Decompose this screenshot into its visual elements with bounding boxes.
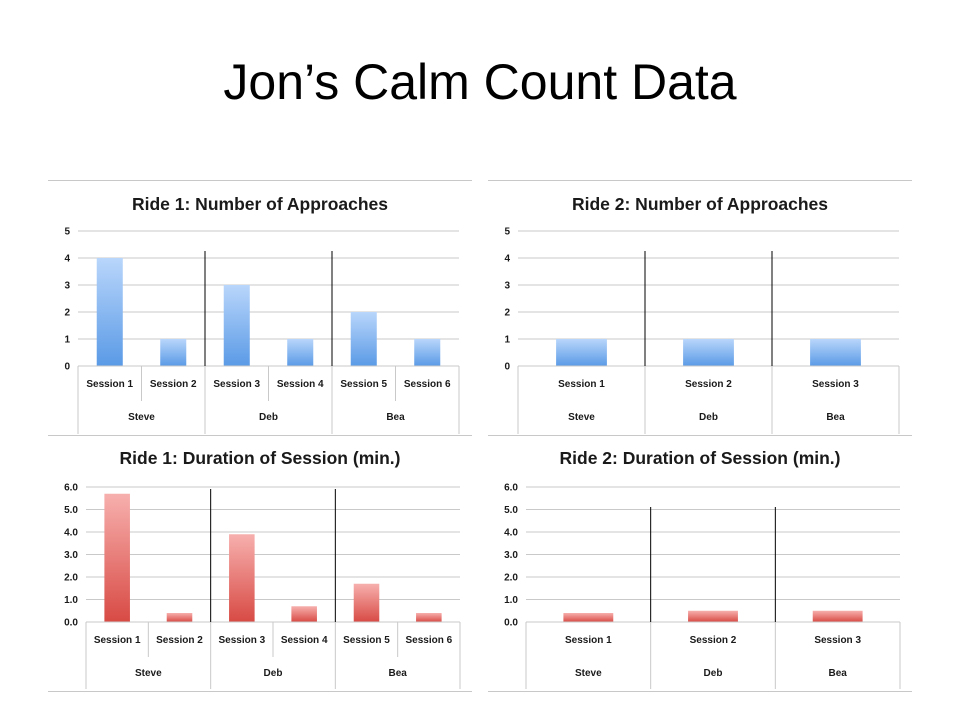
chart-panel-ride2-approaches: Ride 2: Number of Approaches 0 1 2 3 4 5 Sessi… (488, 180, 912, 437)
x-tick-label: Session 5 (340, 379, 387, 390)
y-tick-label: 4 (504, 254, 510, 265)
y-tick-label: 5.0 (64, 505, 78, 516)
bar (223, 285, 250, 366)
chart-ride2-approaches: 0 1 2 3 4 5 Session 1 Session 2 Session 3 Steve De… (504, 227, 900, 434)
x-tick-label: Session 2 (150, 379, 197, 390)
y-tick-label: 1.0 (64, 595, 78, 606)
group-label: Steve (575, 668, 602, 679)
chart-panel-ride2-duration: Ride 2: Duration of Session (min.) 0.0 1.… (488, 435, 912, 692)
y-tick-label: 1 (64, 335, 70, 346)
y-tick-label: 2.0 (504, 573, 518, 584)
group-label: Deb (699, 412, 718, 423)
chart-ride1-duration: 0.0 1.0 2.0 3.0 4.0 5.0 6.0 Session 1 Session 2 S… (64, 483, 461, 689)
chart-title: Ride 1: Duration of Session (min.) (119, 448, 401, 468)
bar (810, 339, 861, 366)
bar (683, 339, 734, 366)
x-tick-label: Session 5 (343, 635, 390, 646)
group-label: Deb (264, 668, 283, 679)
x-tick-label: Session 3 (814, 635, 861, 646)
group-label: Deb (704, 668, 723, 679)
y-tick-label: 5.0 (504, 505, 518, 516)
bar (160, 339, 187, 366)
y-tick-label: 1 (504, 335, 510, 346)
y-tick-label: 5 (64, 227, 70, 238)
slide-title: Jon’s Calm Count Data (223, 54, 737, 110)
bar (416, 613, 442, 622)
x-tick-label: Session 1 (94, 635, 141, 646)
x-tick-label: Session 3 (213, 379, 260, 390)
bar (563, 613, 614, 622)
group-label: Bea (386, 412, 405, 423)
x-tick-label: Session 3 (218, 635, 265, 646)
y-tick-label: 4.0 (504, 528, 518, 539)
x-tick-label: Session 6 (404, 379, 451, 390)
bar (688, 610, 738, 622)
x-tick-label: Session 1 (558, 379, 605, 390)
x-tick-label: Session 1 (565, 635, 612, 646)
y-tick-label: 6.0 (504, 483, 518, 494)
y-tick-label: 3.0 (64, 550, 78, 561)
y-tick-label: 2 (64, 308, 70, 319)
y-tick-label: 6.0 (64, 483, 78, 494)
y-tick-label: 3 (504, 281, 510, 292)
chart-title: Ride 2: Duration of Session (min.) (559, 448, 841, 468)
bar (812, 610, 863, 622)
group-label: Bea (826, 412, 845, 423)
chart-ride2-duration: 0.0 1.0 2.0 3.0 4.0 5.0 6.0 Session 1 Session 2 S… (504, 483, 901, 689)
bar (166, 613, 193, 622)
x-tick-label: Session 2 (156, 635, 203, 646)
group-label: Deb (259, 412, 278, 423)
bar (104, 493, 130, 622)
x-tick-label: Session 1 (86, 379, 133, 390)
bar (350, 312, 377, 366)
bar (556, 339, 607, 366)
y-tick-label: 2 (504, 308, 510, 319)
y-tick-label: 4.0 (64, 528, 78, 539)
group-label: Steve (128, 412, 155, 423)
bar (414, 339, 441, 366)
group-label: Bea (828, 668, 847, 679)
x-tick-label: Session 6 (405, 635, 452, 646)
bar (291, 606, 317, 622)
chart-ride1-approaches: 0 1 2 3 4 5 Session 1 Session 2 Session 3 Session… (64, 227, 460, 434)
chart-panel-ride1-duration: Ride 1: Duration of Session (min.) 0.0 1.… (48, 435, 472, 692)
x-tick-label: Session 4 (281, 635, 328, 646)
bar (229, 534, 255, 622)
chart-panel-ride1-approaches: Ride 1: Number of Approaches 0 1 2 3 4 5 Sessi… (48, 180, 472, 437)
y-tick-label: 0.0 (64, 618, 78, 629)
bar (287, 339, 314, 366)
y-tick-label: 5 (504, 227, 510, 238)
group-label: Steve (135, 668, 162, 679)
y-tick-label: 3.0 (504, 550, 518, 561)
bar (96, 258, 123, 366)
y-tick-label: 4 (64, 254, 70, 265)
group-label: Steve (568, 412, 595, 423)
y-tick-label: 0.0 (504, 618, 518, 629)
x-tick-label: Session 2 (685, 379, 732, 390)
y-tick-label: 2.0 (64, 573, 78, 584)
chart-title: Ride 1: Number of Approaches (131, 194, 389, 214)
group-label: Bea (388, 668, 407, 679)
y-tick-label: 0 (64, 362, 70, 373)
y-tick-label: 1.0 (504, 595, 518, 606)
chart-title: Ride 2: Number of Approaches (571, 194, 829, 214)
x-tick-label: Session 3 (812, 379, 859, 390)
x-tick-label: Session 2 (690, 635, 737, 646)
y-tick-label: 3 (64, 281, 70, 292)
bar (353, 583, 380, 622)
y-tick-label: 0 (504, 362, 510, 373)
x-tick-label: Session 4 (277, 379, 324, 390)
